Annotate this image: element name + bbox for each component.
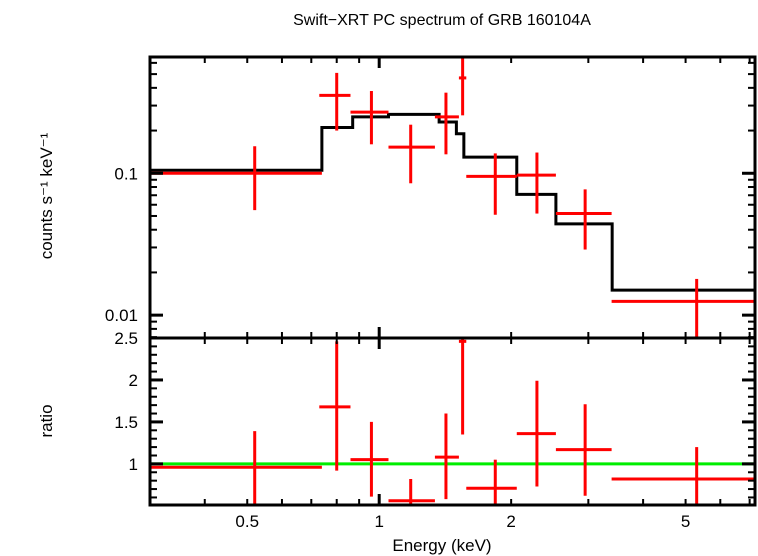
y-tick-label: 2.5 bbox=[114, 329, 138, 348]
chart-title: Swift−XRT PC spectrum of GRB 160104A bbox=[293, 12, 591, 29]
spectrum-data-point bbox=[466, 153, 517, 215]
y-tick-label: 1.5 bbox=[114, 413, 138, 432]
ratio-data-point bbox=[388, 478, 435, 505]
spectrum-data-point bbox=[516, 152, 556, 214]
spectrum-data-point bbox=[458, 57, 467, 116]
spectrum-data-point bbox=[319, 72, 351, 131]
spectrum-data-point bbox=[434, 92, 459, 155]
spectrum-data-point bbox=[555, 189, 612, 250]
spectrum-data-point bbox=[611, 278, 755, 338]
y-tick-label: 1 bbox=[129, 455, 138, 474]
spectrum-frame bbox=[148, 55, 757, 340]
spectrum-panel: 0.1 0.01 bbox=[105, 55, 757, 340]
x-tick-label: 5 bbox=[681, 512, 690, 531]
x-tick-label: 1 bbox=[374, 512, 383, 531]
y-tick-label: 2 bbox=[129, 371, 138, 390]
y-axis-label-spectrum: counts s⁻¹ keV⁻¹ bbox=[37, 132, 56, 259]
ratio-panel: 0.5 1 2 5 2.5 2 1.5 1 bbox=[114, 329, 757, 531]
y-axis-label-ratio: ratio bbox=[37, 404, 56, 437]
x-tick-label: 2 bbox=[506, 512, 515, 531]
ratio-data-point bbox=[150, 431, 322, 505]
spectrum-plot-area bbox=[150, 57, 755, 338]
ratio-data-point bbox=[434, 413, 459, 500]
ratio-data-point bbox=[466, 459, 517, 505]
model-step-line bbox=[150, 112, 755, 292]
ratio-data-point bbox=[319, 341, 351, 471]
ratio-plot-area bbox=[150, 338, 755, 505]
x-tick-label: 0.5 bbox=[235, 512, 259, 531]
spectrum-data-point bbox=[350, 91, 389, 145]
x-axis-label: Energy (keV) bbox=[392, 536, 491, 555]
ratio-data-point bbox=[555, 404, 612, 496]
ratio-data-point bbox=[458, 338, 467, 435]
spectrum-data-point bbox=[150, 146, 322, 211]
ratio-data-point bbox=[350, 421, 389, 497]
y-tick-label: 0.1 bbox=[114, 164, 138, 183]
ratio-data-point bbox=[611, 447, 755, 505]
y-tick-label: 0.01 bbox=[105, 306, 138, 325]
spectrum-data-point bbox=[388, 124, 435, 184]
ratio-data-point bbox=[516, 380, 556, 487]
